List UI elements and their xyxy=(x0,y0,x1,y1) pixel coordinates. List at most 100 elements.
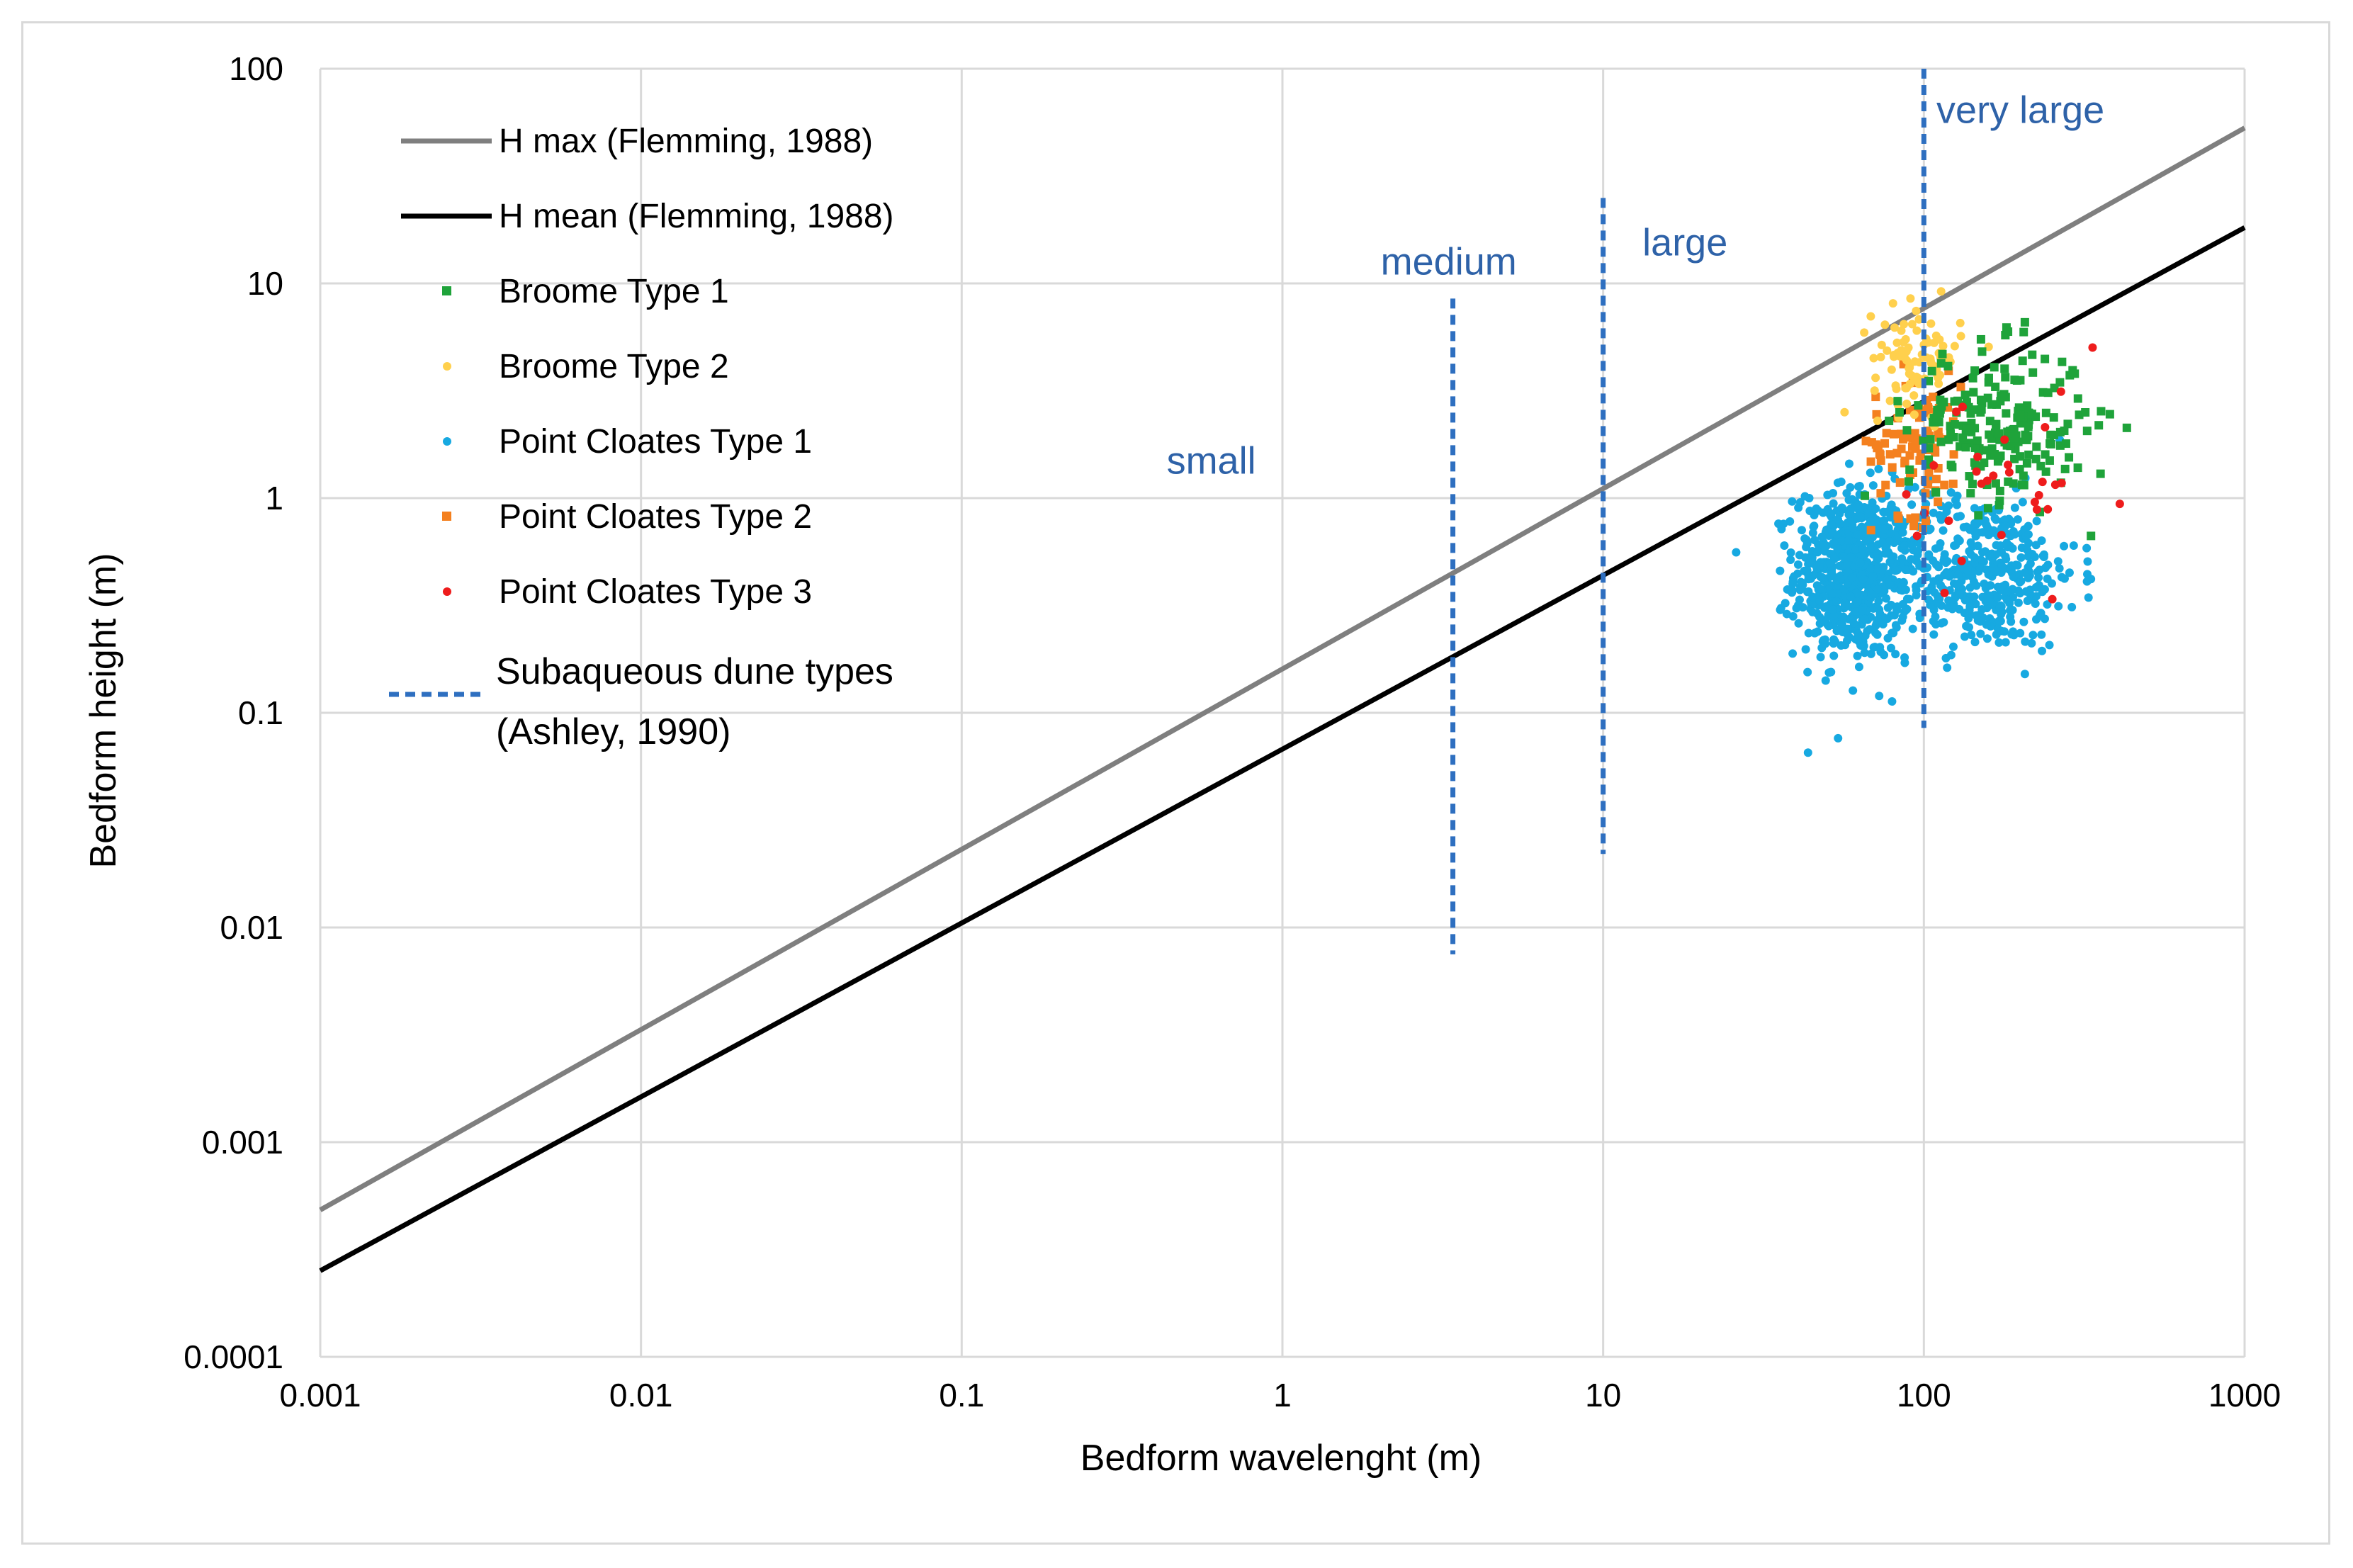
data-point xyxy=(1803,748,1812,757)
data-point xyxy=(1973,436,1982,445)
data-point xyxy=(1888,299,1897,308)
data-point xyxy=(1853,530,1863,539)
data-point xyxy=(1902,383,1911,393)
dune-dividers xyxy=(1450,69,1926,954)
data-point xyxy=(1839,612,1848,621)
data-point xyxy=(1876,352,1885,361)
data-point xyxy=(1959,523,1968,532)
data-point xyxy=(1993,593,2002,602)
legend-square-marker xyxy=(442,286,451,295)
legend-square-marker xyxy=(442,512,451,521)
data-point xyxy=(1904,343,1913,352)
x-tick-label: 0.01 xyxy=(609,1377,673,1414)
data-point xyxy=(1788,497,1797,506)
data-point xyxy=(2024,552,2033,561)
data-point xyxy=(1868,481,1878,490)
data-point xyxy=(1971,531,1980,541)
data-point xyxy=(2039,550,2048,559)
data-point xyxy=(1952,407,1961,417)
data-point xyxy=(1931,620,1941,629)
data-point xyxy=(1914,315,1924,324)
data-point xyxy=(1912,585,1921,594)
data-point xyxy=(1860,648,1869,658)
data-point xyxy=(1949,432,1958,441)
data-point xyxy=(1953,396,1963,405)
data-point xyxy=(1861,491,1870,500)
data-point xyxy=(1937,402,1946,411)
data-point xyxy=(1780,541,1789,551)
data-point xyxy=(1776,566,1785,575)
data-point xyxy=(1972,467,1981,476)
data-point xyxy=(1822,602,1831,611)
data-point xyxy=(1856,512,1865,521)
data-point xyxy=(1907,320,1917,329)
data-point xyxy=(1794,619,1803,628)
data-point xyxy=(1811,628,1820,637)
data-point xyxy=(1853,651,1862,660)
data-point xyxy=(1902,490,1911,499)
data-point xyxy=(1893,397,1902,406)
data-point xyxy=(1943,663,1952,672)
data-point xyxy=(1802,539,1812,548)
data-point xyxy=(1856,558,1865,568)
data-point xyxy=(1897,559,1906,568)
data-point xyxy=(1970,443,1980,452)
data-point xyxy=(1810,536,1819,545)
data-point xyxy=(2019,471,2028,480)
data-point xyxy=(1819,541,1829,551)
data-point xyxy=(1790,572,1799,581)
data-point xyxy=(1853,500,1863,509)
data-point xyxy=(1974,511,1983,520)
data-point xyxy=(2041,422,2050,432)
data-point xyxy=(2056,387,2065,396)
data-point xyxy=(2032,442,2041,451)
data-point xyxy=(2060,574,2069,583)
data-point xyxy=(1905,465,1914,474)
data-point xyxy=(1871,373,1880,383)
data-point xyxy=(2015,465,2024,474)
data-point xyxy=(1965,472,1974,481)
data-point xyxy=(1953,579,1963,588)
data-point xyxy=(1883,346,1892,355)
data-point xyxy=(2016,553,2026,562)
data-point xyxy=(2014,598,2023,607)
data-point xyxy=(2030,553,2039,562)
zone-label-small: small xyxy=(1167,439,1256,482)
data-point xyxy=(2046,439,2055,449)
data-point xyxy=(2082,427,2092,436)
trend-line-h-max xyxy=(319,125,2246,1212)
data-point xyxy=(1983,504,1992,513)
data-point xyxy=(2041,467,2050,476)
data-point xyxy=(1902,426,1912,435)
data-point xyxy=(1924,376,1934,385)
y-tick-label: 0.1 xyxy=(238,694,283,731)
data-point xyxy=(2047,579,2056,588)
legend-label: H mean (Flemming, 1988) xyxy=(499,198,894,235)
data-point xyxy=(1813,506,1822,515)
data-point xyxy=(2015,570,2024,579)
data-point xyxy=(1938,349,1947,359)
data-point xyxy=(1816,585,1825,594)
data-point xyxy=(1955,590,1964,599)
data-point xyxy=(1904,477,1913,486)
data-point xyxy=(1984,378,1993,387)
data-point xyxy=(2016,628,2025,638)
data-point xyxy=(1833,478,1842,487)
data-point xyxy=(1994,429,2004,438)
data-point xyxy=(1934,379,1943,388)
data-point xyxy=(1945,572,1954,581)
data-point xyxy=(2038,478,2047,487)
data-point xyxy=(1952,500,1961,509)
data-point xyxy=(1793,560,1802,569)
y-tick-label: 1 xyxy=(265,480,283,517)
legend-label: Broome Type 1 xyxy=(499,273,729,310)
data-point xyxy=(1950,342,1959,351)
data-point xyxy=(2020,317,2029,327)
data-point xyxy=(1848,495,1857,504)
data-point xyxy=(2007,630,2016,639)
data-point xyxy=(1982,634,1992,643)
data-point xyxy=(2002,409,2011,418)
data-point xyxy=(1866,526,1875,535)
data-point xyxy=(2055,564,2064,573)
